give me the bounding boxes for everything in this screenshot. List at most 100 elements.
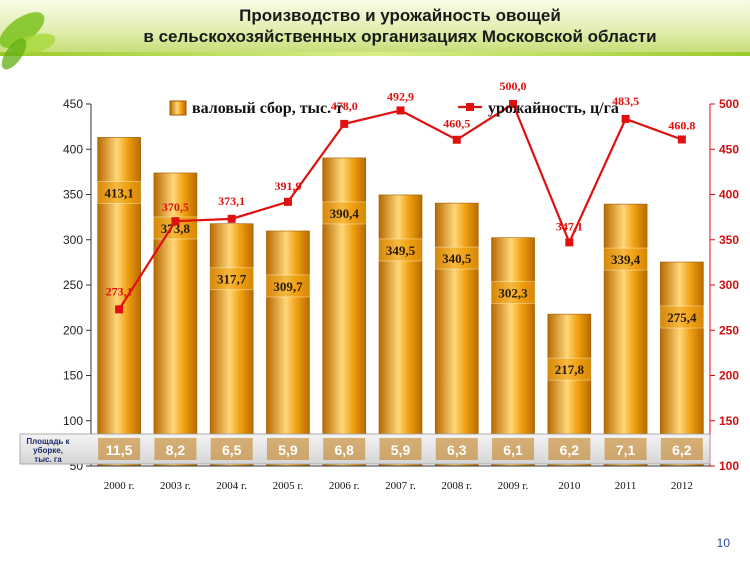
chart-title-line-2: в сельскохозяйственных организациях Моск…: [143, 27, 657, 46]
area-cell-8: [548, 438, 591, 460]
area-value-1: 8,2: [166, 442, 186, 458]
left-tick-label-7: 400: [63, 142, 83, 156]
x-tick-label-4: 2006 г.: [329, 480, 360, 492]
header-banner: Производство и урожайность овощей в сель…: [0, 0, 750, 70]
bar-label-box-8: [546, 357, 592, 381]
area-row-label: Площадь к уборке, тыс. га: [26, 437, 70, 464]
x-tick-label-10: 2012: [671, 480, 693, 492]
area-cell-7: [492, 438, 535, 460]
bar-10: [660, 261, 704, 467]
yield-label-3: 391,9: [274, 179, 301, 193]
bar-label-9: 339,4: [611, 252, 641, 267]
right-tick-label-0: 100: [719, 459, 739, 473]
area-cell-10: [660, 438, 703, 460]
bar-5: [378, 194, 423, 467]
bar-label-box-2: [209, 267, 255, 291]
yield-label-1: 370,5: [162, 200, 189, 214]
bar-label-8: 217,8: [555, 362, 585, 377]
bar-label-4: 390,4: [330, 206, 360, 221]
x-tick-label-1: 2003 г.: [160, 480, 191, 492]
bar-label-box-5: [378, 238, 423, 262]
header-band: [0, 0, 750, 52]
area-value-3: 5,9: [278, 442, 298, 458]
legend-bar-label: валовый сбор, тыс. т: [192, 100, 343, 117]
yield-label-6: 460,5: [443, 117, 470, 131]
yield-label-5: 492,9: [387, 89, 414, 103]
right-tick-label-3: 250: [719, 323, 739, 337]
yield-label-7: 500,0: [500, 79, 527, 93]
x-tick-label-0: 2000 г.: [104, 480, 135, 492]
yield-label-0: 273,1: [106, 284, 133, 298]
area-value-4: 6,8: [334, 442, 354, 458]
area-cell-4: [323, 438, 366, 460]
x-tick-label-7: 2009 г.: [498, 480, 529, 492]
area-value-5: 5,9: [391, 442, 411, 458]
left-tick-label-8: 450: [63, 97, 83, 111]
area-cell-5: [379, 438, 422, 460]
x-tick-label-8: 2010: [558, 480, 581, 492]
chart-title-line-1: Производство и урожайность овощей: [239, 6, 561, 25]
area-cell-0: [98, 438, 141, 460]
yield-point-5: [396, 106, 405, 115]
right-tick-label-4: 300: [719, 278, 739, 292]
yield-label-2: 373,1: [218, 194, 245, 208]
yield-point-3: [283, 197, 292, 206]
yield-point-0: [115, 305, 124, 314]
bar-label-box-3: [265, 274, 311, 298]
right-tick-label-7: 450: [719, 142, 739, 156]
x-tick-label-3: 2005 г.: [273, 480, 304, 492]
bar-label-box-1: [153, 216, 198, 240]
area-value-6: 6,3: [447, 442, 467, 458]
bar-label-0: 413,1: [105, 185, 134, 200]
x-tick-label-2: 2004 г.: [216, 480, 247, 492]
bar-label-6: 340,5: [442, 251, 472, 266]
right-tick-label-5: 350: [719, 233, 739, 247]
yield-label-4: 478,0: [331, 99, 358, 113]
bar-6: [434, 202, 479, 467]
area-value-9: 7,1: [616, 442, 636, 458]
bar-7: [491, 237, 535, 467]
area-cell-1: [154, 438, 197, 460]
area-value-10: 6,2: [672, 442, 692, 458]
x-tick-label-5: 2007 г.: [385, 480, 416, 492]
yield-point-9: [621, 114, 630, 123]
leaf-decoration-icon: [0, 12, 56, 70]
yield-label-8: 347,1: [556, 219, 583, 233]
bar-label-7: 302,3: [498, 286, 528, 301]
left-tick-label-5: 300: [63, 233, 83, 247]
bar-9: [603, 203, 648, 467]
header-divider: [0, 52, 750, 56]
area-cell-3: [266, 438, 309, 460]
yield-point-2: [227, 214, 236, 223]
area-value-7: 6,1: [503, 442, 523, 458]
right-tick-label-1: 150: [719, 414, 739, 428]
area-cell-2: [210, 438, 253, 460]
yield-point-8: [565, 238, 574, 247]
legend-line-marker: [466, 103, 474, 111]
yield-point-7: [509, 100, 518, 108]
right-tick-label-6: 400: [719, 188, 739, 202]
bar-label-10: 275,4: [667, 310, 697, 325]
legend-line-label: урожайность, ц/га: [488, 100, 619, 117]
bar-label-5: 349,5: [386, 243, 416, 258]
area-cell-6: [435, 438, 478, 460]
yield-point-6: [452, 135, 461, 144]
left-tick-label-2: 150: [63, 369, 83, 383]
bar-label-box-10: [659, 305, 705, 329]
slide-number: 10: [716, 536, 730, 550]
area-cell-9: [604, 438, 647, 460]
x-tick-label-9: 2011: [615, 480, 637, 492]
legend-bar-swatch: [169, 100, 187, 116]
bar-label-box-0: [96, 180, 142, 204]
left-tick-label-3: 200: [63, 323, 83, 337]
bar-label-3: 309,7: [273, 279, 303, 294]
left-tick-label-1: 100: [63, 414, 83, 428]
bar-label-box-4: [321, 201, 367, 225]
yield-point-4: [340, 119, 349, 128]
bar-label-box-9: [603, 247, 648, 271]
area-value-2: 6,5: [222, 442, 242, 458]
yield-label-9: 483,5: [612, 94, 639, 108]
bar-label-box-7: [490, 281, 536, 305]
bar-2: [209, 223, 254, 467]
